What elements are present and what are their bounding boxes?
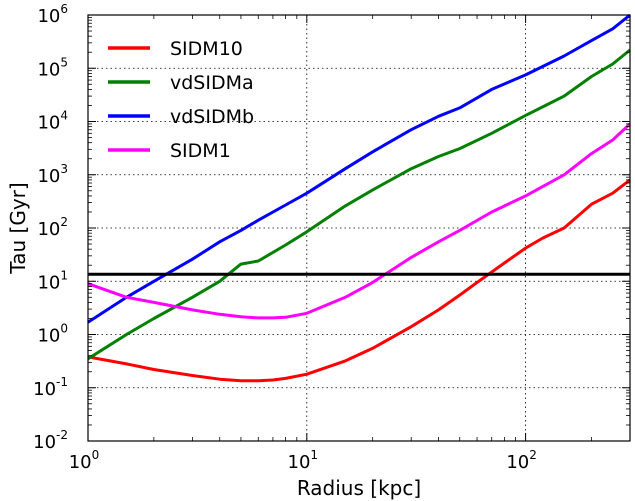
y-tick-label: 103 (37, 162, 68, 187)
series-layer (87, 13, 632, 383)
tick-base: 10 (37, 6, 60, 27)
tick-base: 10 (37, 59, 60, 80)
grid (88, 15, 630, 441)
x-tick-label: 101 (288, 448, 319, 473)
tick-base: 10 (69, 452, 92, 473)
tick-exponent: 2 (60, 215, 68, 229)
x-tick-label: 102 (506, 448, 537, 473)
y-tick-label: 104 (37, 109, 68, 134)
tick-base: 10 (37, 272, 60, 293)
tick-base: 10 (37, 113, 60, 134)
legend-label: vdSIDMb (170, 106, 254, 128)
tick-exponent: -1 (56, 375, 68, 389)
series-line-sidm10 (87, 178, 631, 383)
y-tick-label: 105 (37, 55, 68, 80)
x-axis-label: Radius [kpc] (297, 476, 421, 500)
legend-label: SIDM1 (170, 140, 231, 162)
tick-exponent: -2 (56, 428, 68, 442)
tick-exponent: 2 (529, 448, 537, 462)
y-tick-label: 102 (37, 215, 68, 240)
tick-base: 10 (37, 326, 60, 347)
tick-exponent: 3 (60, 162, 68, 176)
tick-base: 10 (288, 452, 311, 473)
tick-base: 10 (33, 432, 56, 453)
series-line-sidm1 (87, 122, 632, 320)
y-tick-label: 106 (37, 2, 68, 27)
tick-exponent: 1 (60, 268, 68, 282)
tick-exponent: 6 (60, 2, 68, 16)
ticks (87, 14, 631, 442)
tick-exponent: 5 (60, 55, 68, 69)
legend-label: SIDM10 (170, 38, 243, 60)
tick-base: 10 (37, 219, 60, 240)
tick-base: 10 (506, 452, 529, 473)
series-line-vdsidmb (87, 13, 631, 324)
y-tick-label: 101 (37, 268, 68, 293)
tick-base: 10 (33, 379, 56, 400)
tick-base: 10 (37, 166, 60, 187)
tick-exponent: 0 (92, 448, 100, 462)
tick-exponent: 1 (310, 448, 318, 462)
legend: SIDM10 vdSIDMa vdSIDMb SIDM1 (108, 38, 254, 162)
y-axis-label: Tau [Gyr] (6, 182, 30, 274)
tick-exponent: 4 (60, 109, 68, 123)
x-tick-label: 100 (69, 448, 100, 473)
series-line-vdsidma (87, 48, 631, 361)
legend-label: vdSIDMa (170, 72, 254, 94)
y-tick-label: 10-2 (33, 428, 68, 453)
y-tick-label: 10-1 (33, 375, 68, 400)
tick-exponent: 0 (60, 322, 68, 336)
y-tick-label: 100 (37, 322, 68, 347)
